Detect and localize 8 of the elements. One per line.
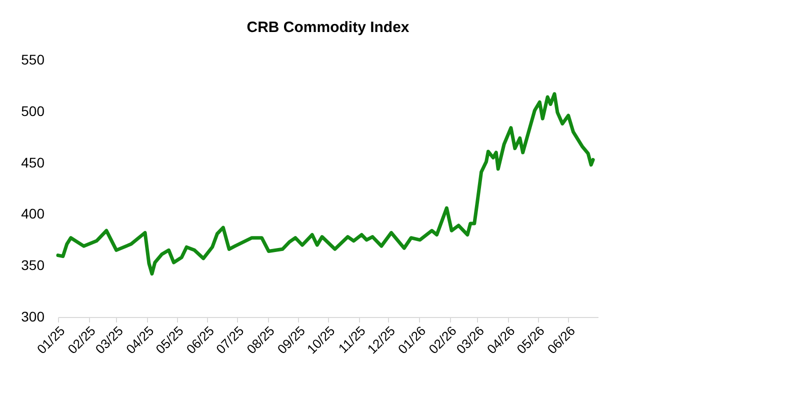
y-tick-label: 550 (21, 52, 45, 68)
y-tick-label: 500 (21, 102, 45, 119)
y-tick-label: 350 (21, 257, 45, 274)
y-tick-label: 400 (21, 206, 45, 222)
line-series (56, 92, 595, 276)
y-tick-label: 450 (21, 154, 45, 170)
y-tick-label: 300 (21, 308, 45, 324)
chart-title: CRB Commodity Index (246, 19, 410, 36)
